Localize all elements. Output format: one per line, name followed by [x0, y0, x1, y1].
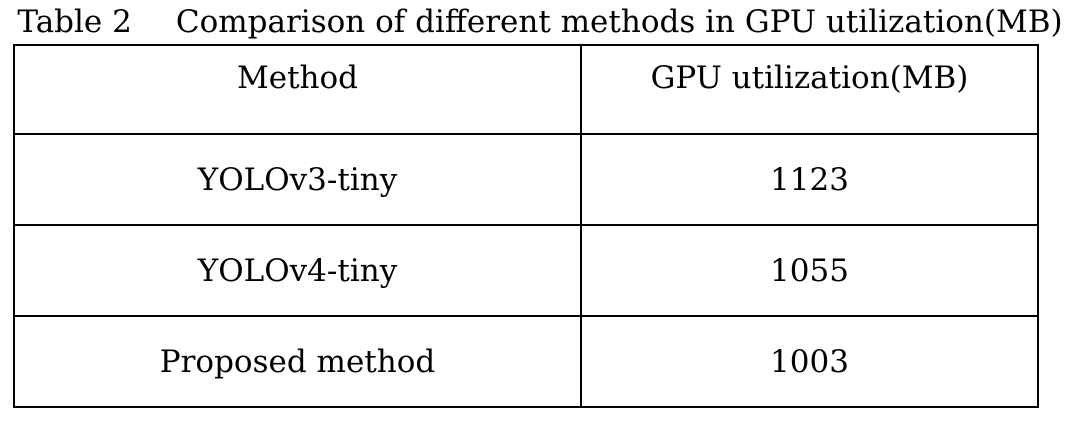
table-title: Comparison of different methods in GPU u… — [175, 4, 1063, 40]
table-row: Proposed method 1003 — [13, 315, 1039, 408]
table-caption: Table 2 Comparison of different methods i… — [0, 2, 1080, 42]
table-number: Table 2 — [17, 4, 132, 40]
column-header-gpu-utilization: GPU utilization(MB) — [580, 44, 1039, 135]
method-cell: Proposed method — [13, 315, 582, 408]
table-row: YOLOv3-tiny 1123 — [13, 133, 1039, 226]
gpu-utilization-table: Method GPU utilization(MB) YOLOv3-tiny 1… — [13, 44, 1039, 408]
gpu-value-cell: 1123 — [580, 133, 1039, 226]
method-cell: YOLOv3-tiny — [13, 133, 582, 226]
method-cell: YOLOv4-tiny — [13, 224, 582, 317]
table-row: YOLOv4-tiny 1055 — [13, 224, 1039, 317]
column-header-method: Method — [13, 44, 582, 135]
gpu-value-cell: 1003 — [580, 315, 1039, 408]
gpu-value-cell: 1055 — [580, 224, 1039, 317]
header-row: Method GPU utilization(MB) — [13, 44, 1039, 135]
